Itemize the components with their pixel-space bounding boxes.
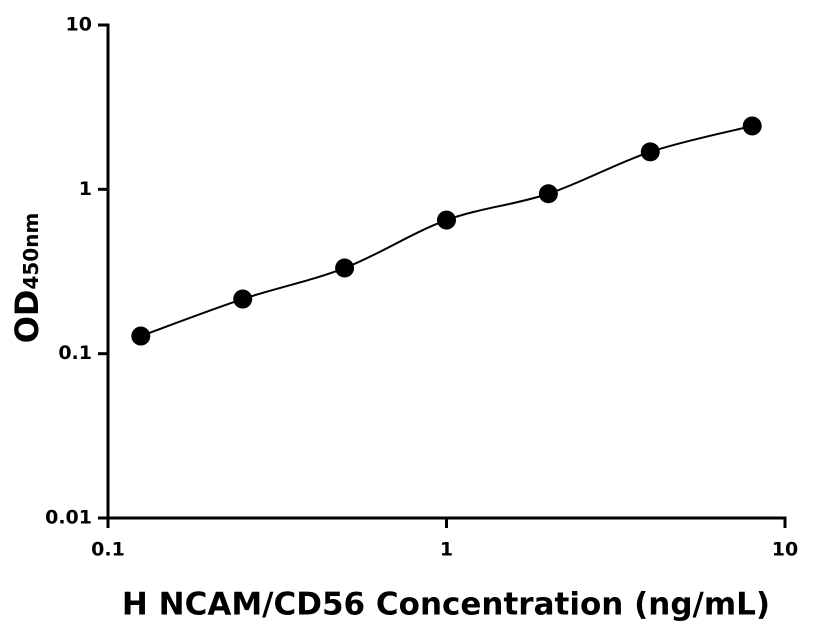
y-tick-label: 1 — [79, 178, 92, 200]
y-tick-label: 10 — [66, 14, 92, 36]
x-tick-label: 0.1 — [91, 539, 125, 561]
y-axis-label-sub: 450nm — [19, 213, 43, 290]
data-point — [437, 210, 456, 230]
data-point — [335, 258, 355, 278]
x-tick-label: 10 — [772, 539, 798, 561]
x-axis-label: H NCAM/CD56 Concentration (ng/mL) — [122, 587, 770, 623]
y-axis-label: OD450nm — [8, 213, 46, 344]
y-axis-label-main: OD — [8, 290, 46, 344]
fit-curve — [140, 124, 753, 337]
y-tick-label: 0.1 — [58, 342, 92, 364]
x-tick-label: 1 — [440, 539, 453, 561]
data-point — [640, 142, 660, 162]
data-point — [742, 116, 762, 136]
data-point — [131, 326, 151, 346]
data-point — [538, 184, 558, 204]
y-tick-label: 0.01 — [45, 507, 92, 529]
data-point — [233, 289, 253, 309]
